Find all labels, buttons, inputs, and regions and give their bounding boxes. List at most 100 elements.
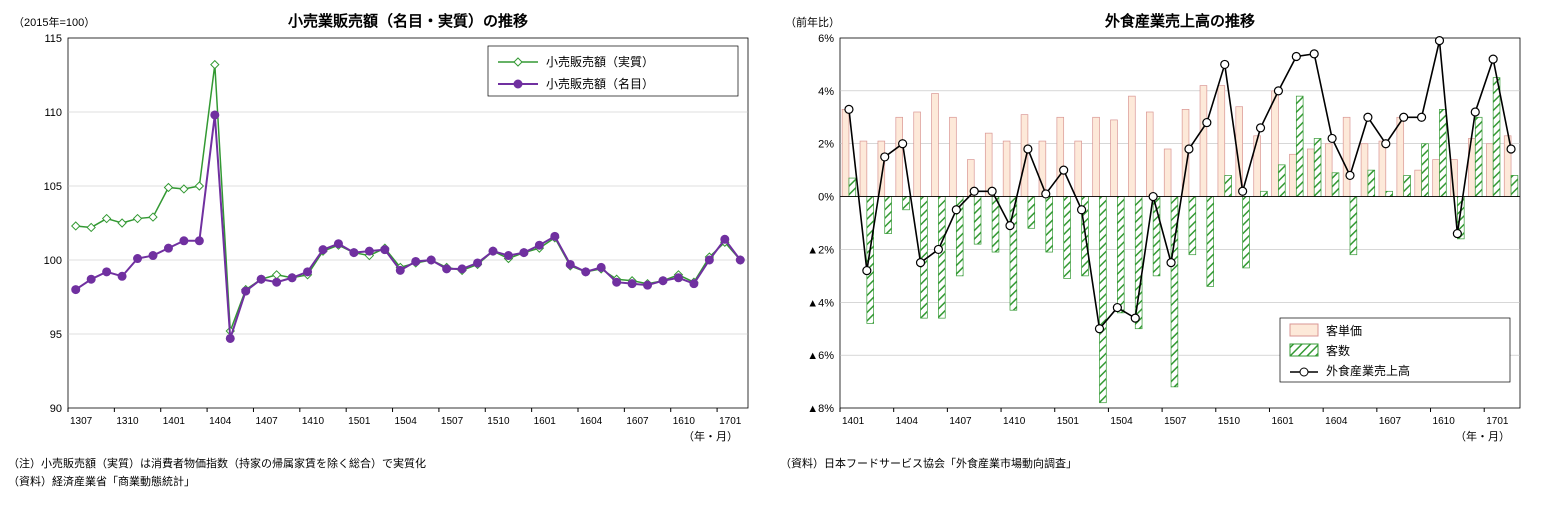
bar xyxy=(1039,141,1046,197)
bar xyxy=(1003,141,1010,197)
x-tick-label: 1604 xyxy=(1325,416,1348,427)
bar xyxy=(896,117,903,196)
bar xyxy=(1272,91,1279,197)
bar xyxy=(1350,197,1357,255)
x-tick-label: 1501 xyxy=(1057,416,1080,427)
series-marker xyxy=(644,281,652,289)
series-marker xyxy=(1221,60,1229,68)
bar xyxy=(1057,117,1064,196)
series-marker xyxy=(736,256,744,264)
series-marker xyxy=(134,255,142,263)
bar xyxy=(1128,96,1135,196)
series-marker xyxy=(319,246,327,254)
bar xyxy=(1189,197,1196,255)
series-marker xyxy=(674,274,682,282)
series-marker xyxy=(551,232,559,240)
series-marker xyxy=(1060,166,1068,174)
series-marker xyxy=(1167,259,1175,267)
series-marker xyxy=(304,268,312,276)
bar xyxy=(1379,141,1386,197)
series-marker xyxy=(952,206,960,214)
series-marker xyxy=(863,267,871,275)
bar xyxy=(1307,149,1314,197)
bar xyxy=(1225,175,1232,196)
series-marker xyxy=(1507,145,1515,153)
bar xyxy=(1099,197,1106,403)
series-marker xyxy=(474,259,482,267)
y-tick-label: 6% xyxy=(818,33,834,45)
x-tick-label: 1604 xyxy=(580,416,603,427)
series-marker xyxy=(535,241,543,249)
series-marker xyxy=(257,275,265,283)
bar xyxy=(1404,175,1411,196)
x-tick-label: 1310 xyxy=(116,416,139,427)
bar xyxy=(1218,86,1225,197)
series-marker xyxy=(427,256,435,264)
bar xyxy=(1475,117,1482,196)
bar xyxy=(885,197,892,234)
x-tick-label: 1607 xyxy=(1379,416,1402,427)
bar xyxy=(1296,96,1303,196)
bar xyxy=(1415,170,1422,196)
series-marker xyxy=(1006,222,1014,230)
x-tick-label: 1401 xyxy=(163,416,186,427)
series-marker xyxy=(1364,113,1372,121)
bar xyxy=(992,197,999,253)
bar xyxy=(1493,78,1500,197)
x-tick-label: 1504 xyxy=(395,416,418,427)
bar xyxy=(1146,112,1153,197)
x-tick-label: 1501 xyxy=(348,416,371,427)
bar xyxy=(1064,197,1071,279)
bar xyxy=(1397,117,1404,196)
left-chart-svg: 小売業販売額（名目・実質）の推移（2015年=100）9095100105110… xyxy=(8,8,768,448)
series-marker xyxy=(1328,134,1336,142)
series-marker xyxy=(1418,113,1426,121)
series-marker xyxy=(350,249,358,257)
bar xyxy=(849,178,856,197)
series-marker xyxy=(381,246,389,254)
bar xyxy=(1368,170,1375,196)
y-tick-label: ▲8% xyxy=(807,403,834,415)
bar xyxy=(1164,149,1171,197)
series-marker xyxy=(1257,124,1265,132)
bar xyxy=(1046,197,1053,253)
charts-container: 小売業販売額（名目・実質）の推移（2015年=100）9095100105110… xyxy=(8,8,1556,489)
left-footnote-2: （資料）経済産業省「商業動態統計」 xyxy=(8,473,768,489)
series-marker xyxy=(628,280,636,288)
x-tick-label: 1701 xyxy=(1486,416,1509,427)
right-footnote-1: （資料）日本フードサービス協会「外食産業市場動向調査」 xyxy=(780,455,1540,471)
bar xyxy=(842,109,849,196)
series-marker xyxy=(504,252,512,260)
y-axis-note: （2015年=100） xyxy=(13,15,95,29)
series-marker xyxy=(103,268,111,276)
left-chart-panel: 小売業販売額（名目・実質）の推移（2015年=100）9095100105110… xyxy=(8,8,768,489)
bar xyxy=(1314,138,1321,196)
x-tick-label: 1401 xyxy=(842,416,865,427)
x-tick-label: 1610 xyxy=(673,416,696,427)
y-axis-note: （前年比） xyxy=(785,15,840,29)
series-marker xyxy=(705,256,713,264)
series-marker xyxy=(934,245,942,253)
right-chart-panel: 外食産業売上高の推移（前年比）▲8%▲6%▲4%▲2%0%2%4%6%14011… xyxy=(780,8,1540,489)
series-marker xyxy=(1113,304,1121,312)
legend-marker xyxy=(514,80,522,88)
bar xyxy=(1028,197,1035,229)
series-marker xyxy=(149,252,157,260)
x-tick-label: 1607 xyxy=(626,416,649,427)
bar xyxy=(1439,109,1446,196)
bar xyxy=(1207,197,1214,287)
x-tick-label: 1410 xyxy=(302,416,325,427)
series-marker xyxy=(1346,171,1354,179)
bar xyxy=(1332,173,1339,197)
bar xyxy=(860,141,867,197)
y-tick-label: ▲2% xyxy=(807,244,834,256)
x-tick-label: 1404 xyxy=(209,416,232,427)
y-tick-label: 95 xyxy=(50,329,62,341)
x-tick-label: 1510 xyxy=(1218,416,1241,427)
series-marker xyxy=(1382,140,1390,148)
bar xyxy=(1111,120,1118,197)
y-tick-label: 100 xyxy=(44,255,62,267)
series-marker xyxy=(195,237,203,245)
series-marker xyxy=(1471,108,1479,116)
series-marker xyxy=(242,287,250,295)
